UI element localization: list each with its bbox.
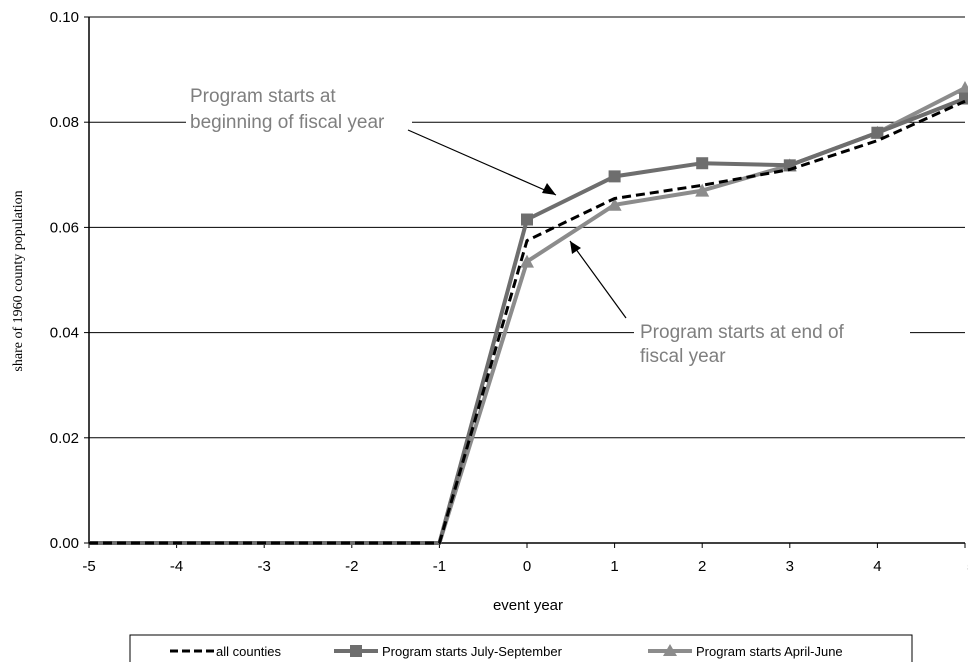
- legend-label: all counties: [216, 644, 282, 659]
- annotation-arrow: [407, 129, 557, 196]
- legend-item-all-counties: all counties: [170, 644, 282, 659]
- annotation-end-fiscal-year: Program starts at end of fiscal year: [569, 240, 910, 372]
- data-point-triangle: [520, 254, 534, 268]
- gridlines: [89, 16, 965, 439]
- x-tick-label: 3: [786, 558, 794, 575]
- x-tick-label: 4: [873, 558, 881, 575]
- data-point-square: [871, 126, 884, 139]
- legend-label: Program starts April-June: [696, 644, 843, 659]
- legend: all counties Program starts July-Septemb…: [129, 634, 913, 662]
- annotation-line-1: Program starts at end of: [640, 322, 845, 343]
- y-tick-label: 0.10: [50, 9, 79, 26]
- annotation-arrowhead: [570, 241, 581, 254]
- legend-swatch-triangle-marker: [663, 644, 677, 656]
- y-tick-label: 0.00: [50, 535, 79, 552]
- y-axis-title: share of 1960 county population: [11, 190, 26, 371]
- legend-box: [129, 634, 913, 662]
- data-point-square: [608, 170, 621, 183]
- annotation-line-1: Program starts at: [190, 86, 336, 107]
- legend-item-april-june: Program starts April-June: [648, 644, 843, 659]
- annotation-background: [186, 108, 412, 136]
- data-point-triangle: [607, 197, 622, 211]
- annotation-line-2: fiscal year: [640, 346, 726, 367]
- annotation-beginning-fiscal-year: Program starts at beginning of fiscal ye…: [186, 86, 557, 196]
- y-tick-labels: 0.00 0.02 0.04 0.06 0.08 0.10: [50, 9, 79, 552]
- y-tick-label: 0.08: [50, 114, 79, 131]
- annotation-line-2: beginning of fiscal year: [190, 112, 385, 133]
- x-tick-label: -2: [345, 558, 358, 575]
- annotation-background: [634, 316, 910, 372]
- legend-label: Program starts July-September: [382, 644, 563, 659]
- series-lines: [89, 81, 968, 545]
- annotation-arrowhead: [542, 183, 556, 195]
- legend-item-july-september: Program starts July-September: [334, 644, 563, 659]
- x-tick-label: -3: [258, 558, 271, 575]
- data-point-square: [696, 157, 709, 170]
- x-tick-labels: -5-4-3-2-1012345: [82, 558, 968, 575]
- x-tick-label: -1: [433, 558, 446, 575]
- x-tick-label: 1: [610, 558, 618, 575]
- x-tick-label: 2: [698, 558, 706, 575]
- y-tick-label: 0.06: [50, 219, 79, 236]
- x-tick-label: -5: [82, 558, 95, 575]
- y-tick-label: 0.04: [50, 325, 79, 342]
- data-point-triangle: [695, 183, 710, 197]
- x-tick-label: 0: [523, 558, 531, 575]
- y-tick-label: 0.02: [50, 430, 79, 447]
- data-point-triangle: [958, 81, 968, 95]
- legend-swatch-square-marker: [350, 645, 362, 657]
- series-line: [89, 99, 966, 545]
- data-point-square: [521, 213, 533, 226]
- data-point-square: [959, 92, 968, 105]
- x-tick-label: -4: [170, 558, 183, 575]
- x-axis-title: event year: [493, 597, 563, 614]
- annotation-arrow: [569, 240, 627, 319]
